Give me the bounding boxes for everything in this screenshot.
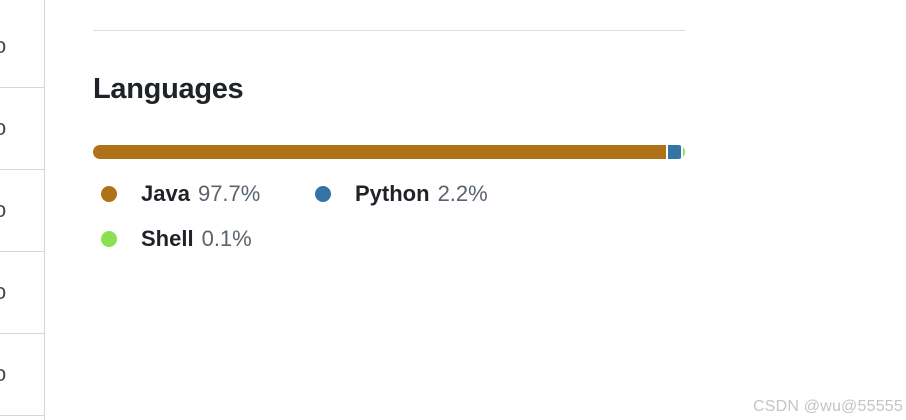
watermark: CSDN @wu@55555: [752, 398, 903, 415]
left-row-glyph: o: [0, 361, 7, 386]
legend-item-python[interactable]: Python 2.2%: [315, 178, 488, 210]
language-percent: 2.2%: [437, 181, 488, 206]
left-row[interactable]: o: [0, 169, 44, 252]
language-bar-segment-python: [668, 145, 681, 159]
language-percent: 0.1%: [201, 226, 252, 251]
left-row-glyph: o: [0, 197, 7, 222]
language-name: Shell: [141, 226, 194, 251]
shell-color-dot: [101, 231, 117, 247]
language-percent: 97.7%: [197, 181, 261, 206]
left-row[interactable]: o: [0, 87, 44, 170]
java-color-dot: [101, 186, 117, 202]
left-row-glyph: o: [0, 115, 7, 140]
left-row[interactable]: o: [0, 251, 44, 334]
languages-heading: Languages: [93, 73, 244, 105]
language-name: Java: [141, 181, 190, 206]
python-color-dot: [315, 186, 331, 202]
left-row[interactable]: o: [0, 333, 44, 416]
language-legend: Java 97.7% Python 2.2% Shell 0.1%: [101, 178, 701, 258]
language-bar: [93, 145, 685, 159]
section-divider: [93, 30, 685, 31]
language-name: Python: [355, 181, 430, 206]
left-row[interactable]: o: [0, 5, 44, 88]
left-row-glyph: o: [0, 33, 7, 58]
left-column: o o o o o: [0, 0, 45, 420]
language-bar-segment-shell: [683, 145, 685, 159]
left-row-glyph: o: [0, 279, 7, 304]
legend-item-java[interactable]: Java 97.7%: [101, 178, 260, 210]
legend-item-shell[interactable]: Shell 0.1%: [101, 223, 252, 255]
language-bar-segment-java: [93, 145, 667, 159]
